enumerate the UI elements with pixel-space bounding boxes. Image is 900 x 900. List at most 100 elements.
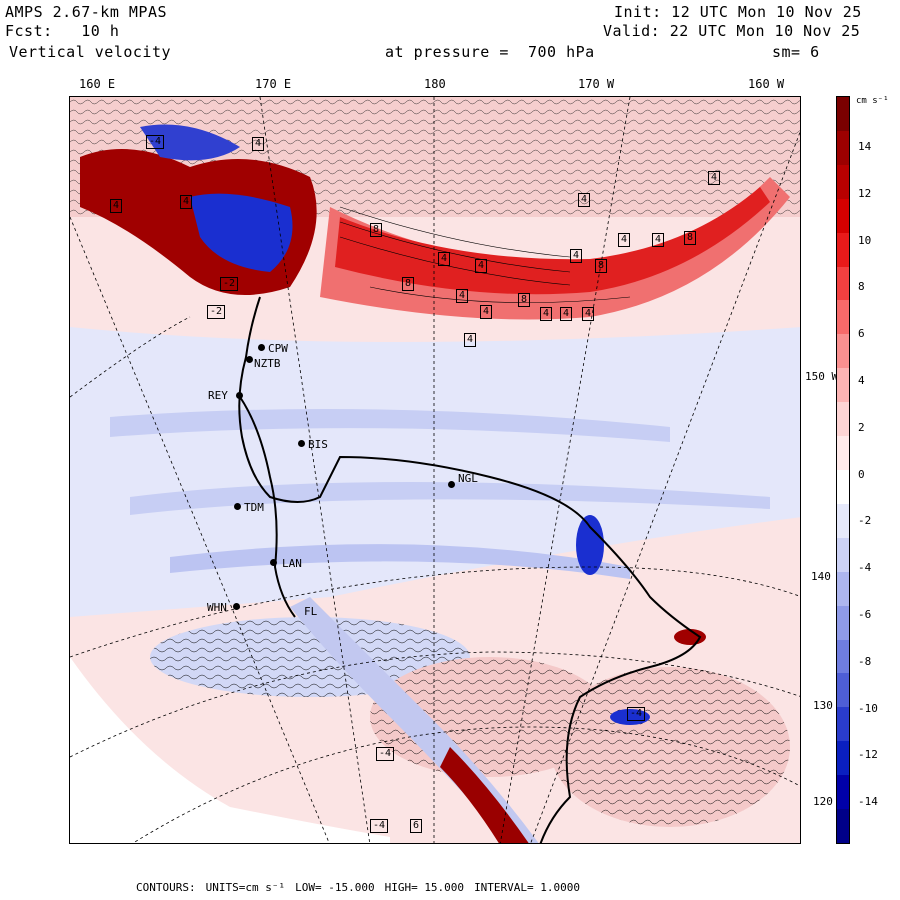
colorbar-segment	[837, 741, 849, 776]
red-patch	[550, 667, 790, 827]
lat-label-150w: 150 W	[804, 370, 840, 383]
colorbar-segment	[837, 130, 849, 166]
lon-label-170w: 170 W	[578, 77, 615, 91]
graticule	[70, 97, 800, 843]
contour-label: 4	[252, 137, 265, 151]
contour-label: -2	[207, 305, 226, 319]
station-bis: BIS	[308, 438, 328, 451]
contour-label: 8	[402, 277, 415, 291]
contour-label: 4	[560, 307, 573, 321]
footer-contours: CONTOURS:	[136, 881, 196, 894]
colorbar-segment	[837, 605, 849, 641]
vertical-velocity-map: CPW NZTB REY BIS NGL TDM LAN WHN FL 4 4 …	[69, 96, 801, 844]
footer-low: LOW= -15.000	[295, 881, 375, 894]
station-rey: REY	[208, 389, 228, 402]
streak	[170, 544, 630, 579]
colorbar-label: -14	[858, 795, 878, 809]
lower-storm	[440, 747, 529, 843]
valid-time: Valid: 22 UTC Mon 10 Nov 25	[603, 22, 861, 40]
colorbar-label: -4	[858, 561, 872, 575]
contour-label: 8	[684, 231, 697, 245]
colorbar-segment	[837, 232, 849, 268]
station-dot	[270, 559, 277, 566]
contour-label: 8	[370, 223, 383, 237]
colorbar-label: -12	[858, 748, 878, 762]
station-dot	[448, 481, 455, 488]
coastline-west	[239, 396, 296, 618]
station-dot	[234, 503, 241, 510]
lon-label-180: 180	[424, 77, 446, 91]
contour-label: 4	[464, 333, 477, 347]
contour-label: 4	[708, 171, 721, 185]
station-whn: WHN	[207, 601, 227, 614]
station-tdm: TDM	[244, 501, 264, 514]
colorbar-segment	[837, 266, 849, 301]
footer-interval: INTERVAL= 1.0000	[474, 881, 581, 894]
contour-label: 4	[456, 289, 469, 303]
colorbar-label: 14	[858, 140, 872, 153]
colorbar-label: 4	[858, 374, 865, 387]
blue-cell	[610, 709, 650, 725]
contour-label: 4	[540, 307, 553, 321]
colorbar-segment	[837, 334, 849, 369]
blue-cell	[576, 515, 604, 575]
colorbar-segment	[837, 470, 849, 505]
footer: CONTOURS: UNITS=cm s⁻¹ LOW= -15.000 HIGH= 1…	[136, 881, 590, 894]
colorbar	[836, 96, 850, 844]
colorbar-segment	[837, 503, 849, 539]
contour-label: 6	[410, 819, 423, 833]
outside-domain	[70, 657, 390, 843]
colorbar-label: 12	[858, 186, 872, 200]
forecast-hour: Fcst: 10 h	[5, 22, 120, 40]
colorbar-label: 6	[858, 327, 865, 341]
red-cell	[674, 629, 706, 645]
colorbar-segment	[837, 368, 849, 403]
colorbar-segment	[837, 164, 849, 200]
field-name: Vertical velocity	[9, 43, 172, 61]
colorbar-segment	[837, 300, 849, 335]
colorbar-segment	[837, 639, 849, 674]
contour-label: 4	[475, 259, 488, 273]
contour-label: -4	[376, 747, 395, 761]
colorbar-segment	[837, 707, 849, 742]
contour-label: 4	[578, 193, 591, 207]
colorbar-segment	[837, 402, 849, 437]
contour-label: 4	[582, 307, 595, 321]
colorbar-label: -8	[858, 654, 872, 668]
station-dot	[298, 440, 305, 447]
storm-updraft	[190, 193, 293, 272]
station-dot	[236, 392, 243, 399]
pressure-level: at pressure = 700 hPa	[385, 43, 595, 61]
colorbar-label: -2	[858, 514, 872, 528]
smoothing: sm= 6	[772, 43, 820, 61]
colorbar-label: 8	[858, 280, 865, 294]
colorbar-segment	[837, 809, 849, 844]
model-title: AMPS 2.67-km MPAS	[5, 3, 168, 21]
station-dot	[246, 356, 253, 363]
init-time: Init: 12 UTC Mon 10 Nov 25	[614, 3, 862, 21]
coastline	[238, 296, 702, 843]
station-dot	[258, 344, 265, 351]
footer-high: HIGH= 15.000	[384, 881, 465, 894]
contour-label: -4	[627, 707, 646, 721]
colorbar-label: -6	[858, 608, 872, 621]
colorbar-segment	[837, 571, 849, 607]
contour-label: -4	[370, 819, 389, 833]
colorbar-segment	[837, 673, 849, 708]
station-nztb: NZTB	[254, 357, 281, 370]
streak	[130, 482, 770, 515]
red-arc-core	[335, 187, 770, 295]
contour-label: -4	[146, 135, 165, 149]
blue-band	[70, 327, 800, 617]
streak	[110, 409, 670, 442]
lon-label-160w: 160 W	[748, 77, 785, 91]
lon-label-160e: 160 E	[79, 77, 116, 91]
map-svg	[70, 97, 800, 843]
colorbar-label: 2	[858, 420, 865, 434]
contour-label: 4	[570, 249, 583, 263]
station-fl: FL	[304, 605, 318, 618]
colorbar-segment	[837, 775, 849, 810]
colorbar-label: 10	[858, 233, 872, 247]
contour-label: -2	[220, 277, 239, 291]
colorbar-label: -10	[858, 701, 878, 715]
